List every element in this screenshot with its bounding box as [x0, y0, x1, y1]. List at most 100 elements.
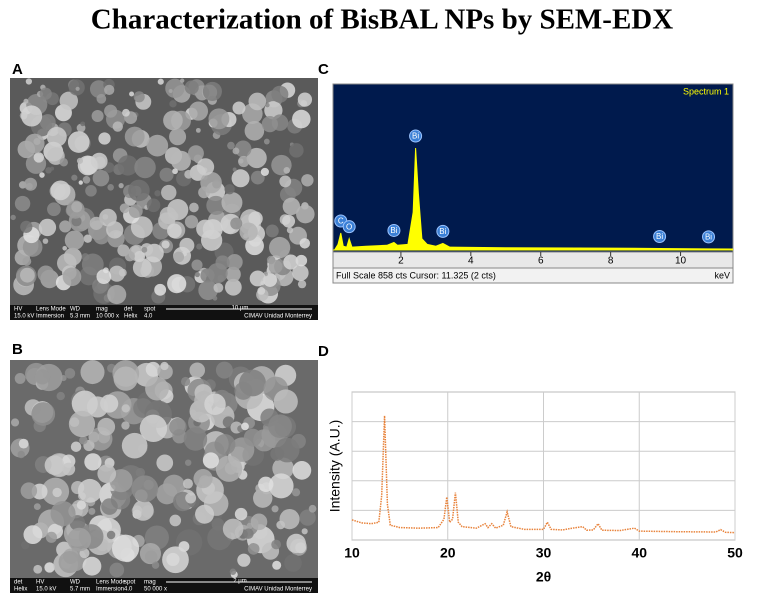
particle — [187, 145, 204, 162]
particle — [89, 216, 103, 231]
particle — [64, 368, 76, 379]
info-value: 15.0 kV — [36, 587, 56, 593]
particle — [195, 504, 215, 524]
peak-label: Bi — [412, 132, 419, 141]
particle — [286, 533, 306, 554]
particle — [132, 499, 154, 521]
particle — [227, 141, 235, 150]
particle — [14, 195, 31, 212]
info-value: 4.0 — [124, 587, 133, 593]
particle — [268, 236, 291, 259]
particle — [79, 435, 88, 445]
particle — [91, 110, 104, 123]
particle — [50, 180, 71, 201]
particle — [97, 417, 116, 436]
particle — [124, 126, 145, 147]
particle — [83, 234, 92, 243]
particle — [160, 361, 169, 371]
particle — [121, 432, 148, 459]
particle — [156, 454, 174, 472]
particle — [124, 251, 136, 262]
sem-image — [10, 78, 318, 320]
particle — [67, 527, 92, 552]
particle — [88, 507, 96, 515]
particle — [34, 369, 51, 385]
particle — [238, 155, 250, 168]
particle — [207, 263, 228, 284]
particle — [261, 115, 278, 133]
info-value: 4.0 — [144, 314, 153, 320]
particle — [221, 192, 243, 214]
particle — [248, 92, 267, 111]
particle — [194, 271, 200, 278]
particle — [146, 198, 161, 213]
particle — [189, 362, 206, 379]
particle — [169, 100, 177, 108]
particle — [263, 138, 270, 145]
particle — [154, 190, 161, 197]
particle — [107, 285, 127, 305]
particle — [189, 202, 199, 213]
particle — [230, 217, 243, 230]
particle — [167, 274, 187, 294]
particle — [211, 518, 225, 531]
particle — [59, 158, 68, 167]
particle — [232, 101, 246, 115]
particle — [80, 121, 86, 127]
peak-label: O — [346, 222, 352, 231]
particle — [234, 381, 253, 400]
info-label: Lens Mode — [36, 307, 66, 313]
particle — [89, 80, 108, 98]
particle — [234, 507, 248, 521]
particle — [44, 455, 65, 476]
particle — [44, 562, 55, 573]
particle — [212, 295, 218, 301]
particle — [204, 393, 226, 415]
particle — [249, 270, 266, 287]
particle — [296, 204, 315, 224]
particle — [283, 167, 291, 174]
particle — [198, 280, 218, 301]
particle — [253, 488, 273, 508]
info-value: Helix — [124, 314, 137, 320]
particle — [180, 78, 185, 83]
particle — [86, 396, 109, 418]
particle — [46, 126, 67, 147]
particle — [268, 414, 292, 439]
particle — [247, 543, 260, 555]
particle — [146, 134, 169, 157]
info-label: HV — [36, 580, 44, 586]
particle — [208, 108, 230, 130]
particle — [157, 78, 164, 85]
particle — [283, 254, 299, 270]
particle — [181, 376, 191, 387]
info-label: Lens Mode — [96, 580, 126, 586]
particle — [202, 81, 222, 101]
particle — [232, 167, 237, 172]
particle — [101, 498, 118, 515]
particle — [265, 102, 270, 108]
particle — [279, 175, 292, 188]
particle — [248, 211, 263, 226]
particle — [163, 110, 183, 131]
particle — [76, 500, 87, 510]
particle — [96, 269, 112, 284]
particle — [169, 128, 187, 146]
particle — [265, 224, 279, 238]
particle — [131, 475, 159, 503]
particle — [64, 230, 85, 250]
x-axis-label: 2θ — [536, 569, 551, 585]
info-value: 15.0 kV — [14, 314, 34, 320]
particle — [14, 373, 26, 384]
particle — [21, 105, 43, 127]
particle — [108, 265, 125, 282]
peak-marker — [342, 220, 356, 234]
info-label: det — [14, 580, 23, 586]
x-tick-label: 40 — [631, 545, 647, 561]
particle — [97, 464, 117, 484]
particle — [24, 133, 45, 154]
particle — [182, 478, 193, 489]
particle — [68, 410, 96, 438]
particle — [246, 147, 267, 169]
particle — [39, 87, 52, 100]
